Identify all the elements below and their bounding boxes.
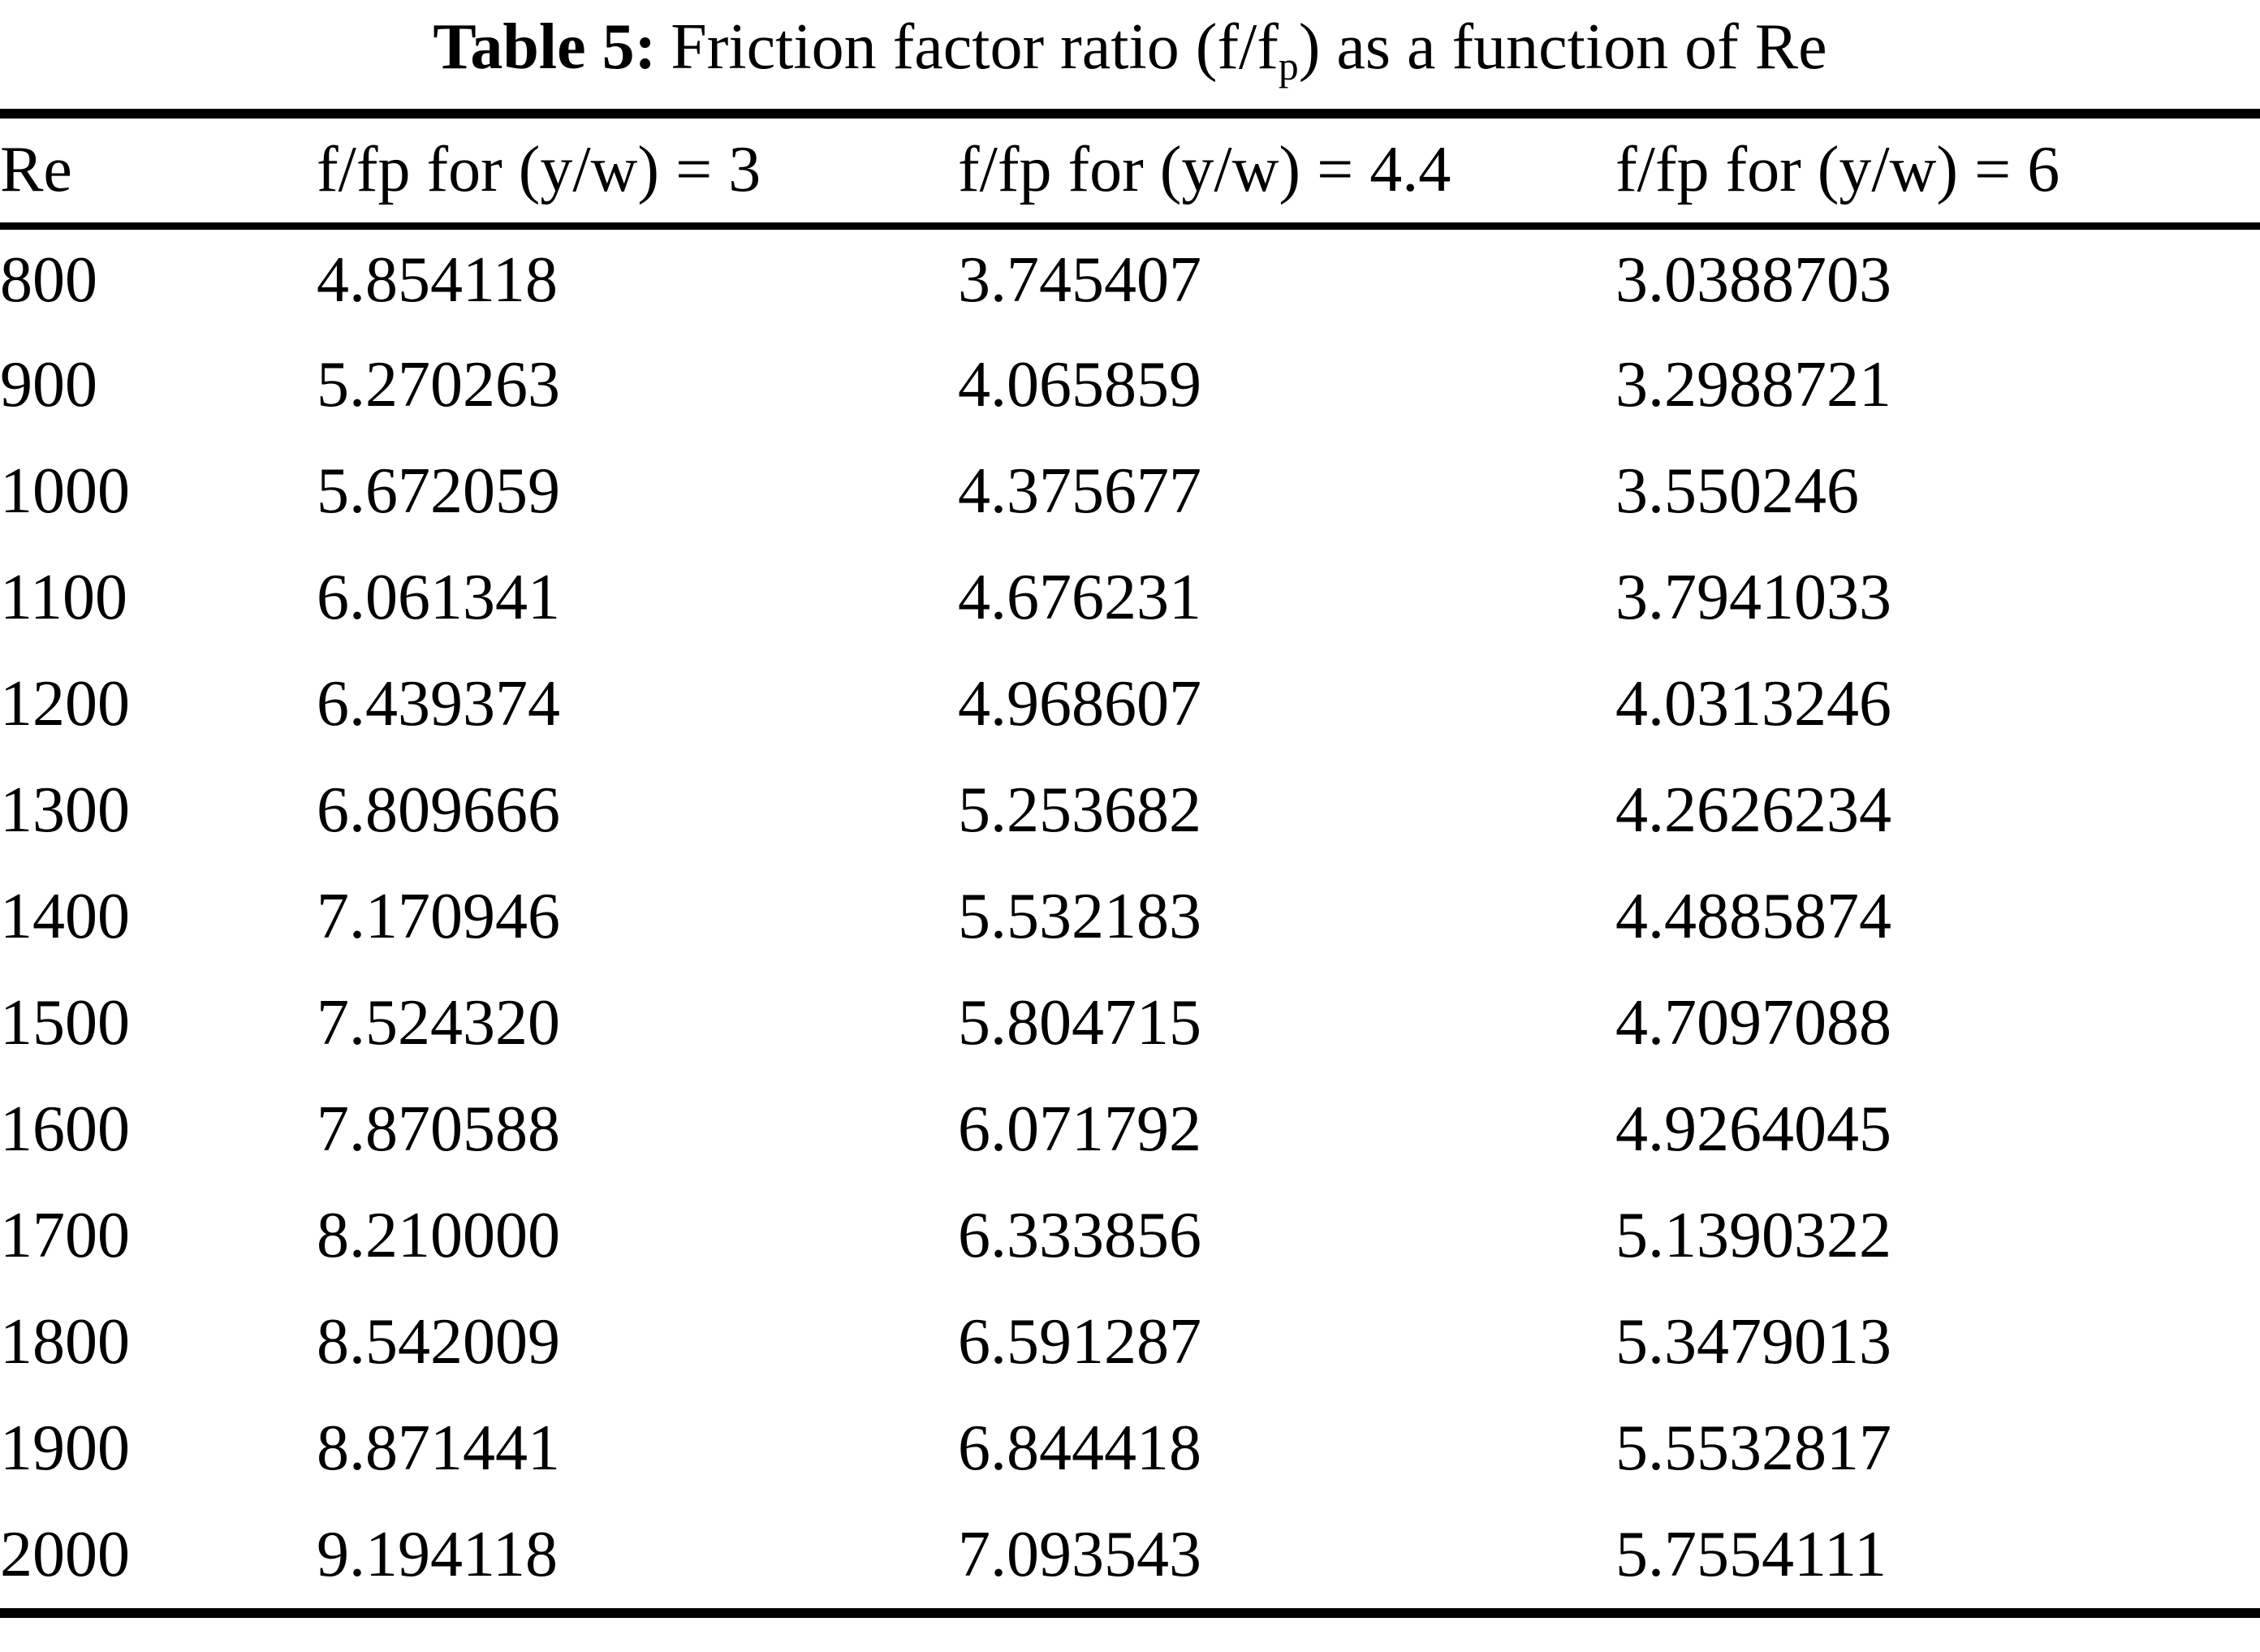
table-cell: 5.253682	[958, 774, 1201, 846]
table-cell: 1900	[0, 1413, 130, 1484]
table-caption-text: Friction factor ratio (f/f	[671, 11, 1279, 83]
table-cell: 800	[0, 244, 97, 317]
table-header: Re f/fp for (y/w) = 3 f/fp for (y/w) = 4…	[0, 119, 2260, 226]
column-header-yw6: f/fp for (y/w) = 6	[1615, 134, 2060, 206]
table-row: 1800 8.542009 6.591287 5.3479013	[0, 1289, 2260, 1395]
table-row: 900 5.270263 4.065859 3.2988721	[0, 332, 2260, 438]
table-cell: 9.194118	[317, 1519, 559, 1590]
table-cell: 5.532183	[958, 881, 1201, 952]
table-cell: 3.550246	[1615, 455, 1859, 527]
table-cell: 4.065859	[958, 349, 1201, 421]
table-cell: 900	[0, 349, 97, 421]
table-cell: 5.672059	[317, 455, 560, 527]
table-row: 2000 9.194118 7.093543 5.7554111	[0, 1502, 2260, 1608]
table-cell: 4.676231	[958, 562, 1201, 633]
table-cell: 5.5532817	[1615, 1413, 1891, 1484]
table-cell: 3.0388703	[1615, 244, 1891, 317]
column-header-yw3: f/fp for (y/w) = 3	[317, 134, 761, 206]
table-cell: 6.061341	[317, 562, 560, 633]
table-cell: 7.870588	[317, 1093, 560, 1165]
table-row: 1600 7.870588 6.071792 4.9264045	[0, 1076, 2260, 1183]
table-cell: 1000	[0, 455, 130, 527]
table-cell: 8.542009	[317, 1306, 560, 1378]
table-caption-subscript: p	[1278, 43, 1299, 88]
table-cell: 5.804715	[958, 987, 1201, 1059]
table-row: 1100 6.061341 4.676231 3.7941033	[0, 545, 2260, 651]
table-cell: 2000	[0, 1519, 130, 1590]
table-cell: 6.071792	[958, 1093, 1201, 1165]
table-row: 800 4.854118 3.745407 3.0388703	[0, 226, 2260, 332]
table-cell: 8.210000	[317, 1200, 560, 1271]
table-cell: 6.333856	[958, 1200, 1201, 1271]
table-cell: 1300	[0, 774, 130, 846]
column-header-yw4_4: f/fp for (y/w) = 4.4	[958, 134, 1451, 206]
table-cell: 1800	[0, 1306, 130, 1378]
table-cell: 6.591287	[958, 1306, 1201, 1378]
table-header-row: Re f/fp for (y/w) = 3 f/fp for (y/w) = 4…	[0, 119, 2260, 226]
table-caption: Table 5: Friction factor ratio (f/fp) as …	[0, 0, 2260, 88]
table-cell: 6.844418	[958, 1413, 1201, 1484]
table-caption-number: Table 5:	[433, 11, 657, 83]
table-cell: 5.3479013	[1615, 1306, 1891, 1378]
table-row: 1200 6.439374 4.968607 4.0313246	[0, 651, 2260, 757]
table-cell: 4.375677	[958, 455, 1201, 527]
table-cell: 4.968607	[958, 668, 1201, 740]
table-cell: 6.809666	[317, 774, 560, 846]
table-cell: 7.524320	[317, 987, 560, 1059]
table-cell: 1500	[0, 987, 130, 1059]
table-row: 1300 6.809666 5.253682 4.2626234	[0, 757, 2260, 864]
table-cell: 5.270263	[317, 349, 560, 421]
bottom-rule	[0, 1608, 2260, 1618]
table-cell: 1400	[0, 881, 130, 952]
table-row: 1500 7.524320 5.804715 4.7097088	[0, 970, 2260, 1076]
table-row: 1900 8.871441 6.844418 5.5532817	[0, 1395, 2260, 1502]
table-cell: 5.7554111	[1615, 1519, 1887, 1590]
table-cell: 5.1390322	[1615, 1200, 1891, 1271]
table-cell: 4.4885874	[1615, 881, 1891, 952]
table-cell: 1600	[0, 1093, 130, 1165]
table-cell: 4.9264045	[1615, 1093, 1891, 1165]
table-row: 1700 8.210000 6.333856 5.1390322	[0, 1183, 2260, 1289]
table-cell: 8.871441	[317, 1413, 560, 1484]
friction-factor-table: Re f/fp for (y/w) = 3 f/fp for (y/w) = 4…	[0, 119, 2260, 1608]
table-row: 1400 7.170946 5.532183 4.4885874	[0, 864, 2260, 970]
table-cell: 7.170946	[317, 881, 560, 952]
table-cell: 6.439374	[317, 668, 560, 740]
table-cell: 4.0313246	[1615, 668, 1891, 740]
table-caption-text-end: ) as a function of Re	[1298, 11, 1827, 83]
table-cell: 3.7941033	[1615, 562, 1891, 633]
table-cell: 4.2626234	[1615, 774, 1891, 846]
table-cell: 1200	[0, 668, 130, 740]
column-header-re: Re	[0, 134, 72, 206]
table-cell: 1100	[0, 562, 128, 633]
table-cell: 4.854118	[317, 244, 559, 317]
table-cell: 3.2988721	[1615, 349, 1891, 421]
table-cell: 1700	[0, 1200, 130, 1271]
table-cell: 3.745407	[958, 244, 1201, 317]
table-cell: 4.7097088	[1615, 987, 1891, 1059]
table-row: 1000 5.672059 4.375677 3.550246	[0, 438, 2260, 545]
top-rule	[0, 109, 2260, 119]
table-cell: 7.093543	[958, 1519, 1201, 1590]
table-body: 800 4.854118 3.745407 3.0388703 900 5.270263 4…	[0, 226, 2260, 1608]
